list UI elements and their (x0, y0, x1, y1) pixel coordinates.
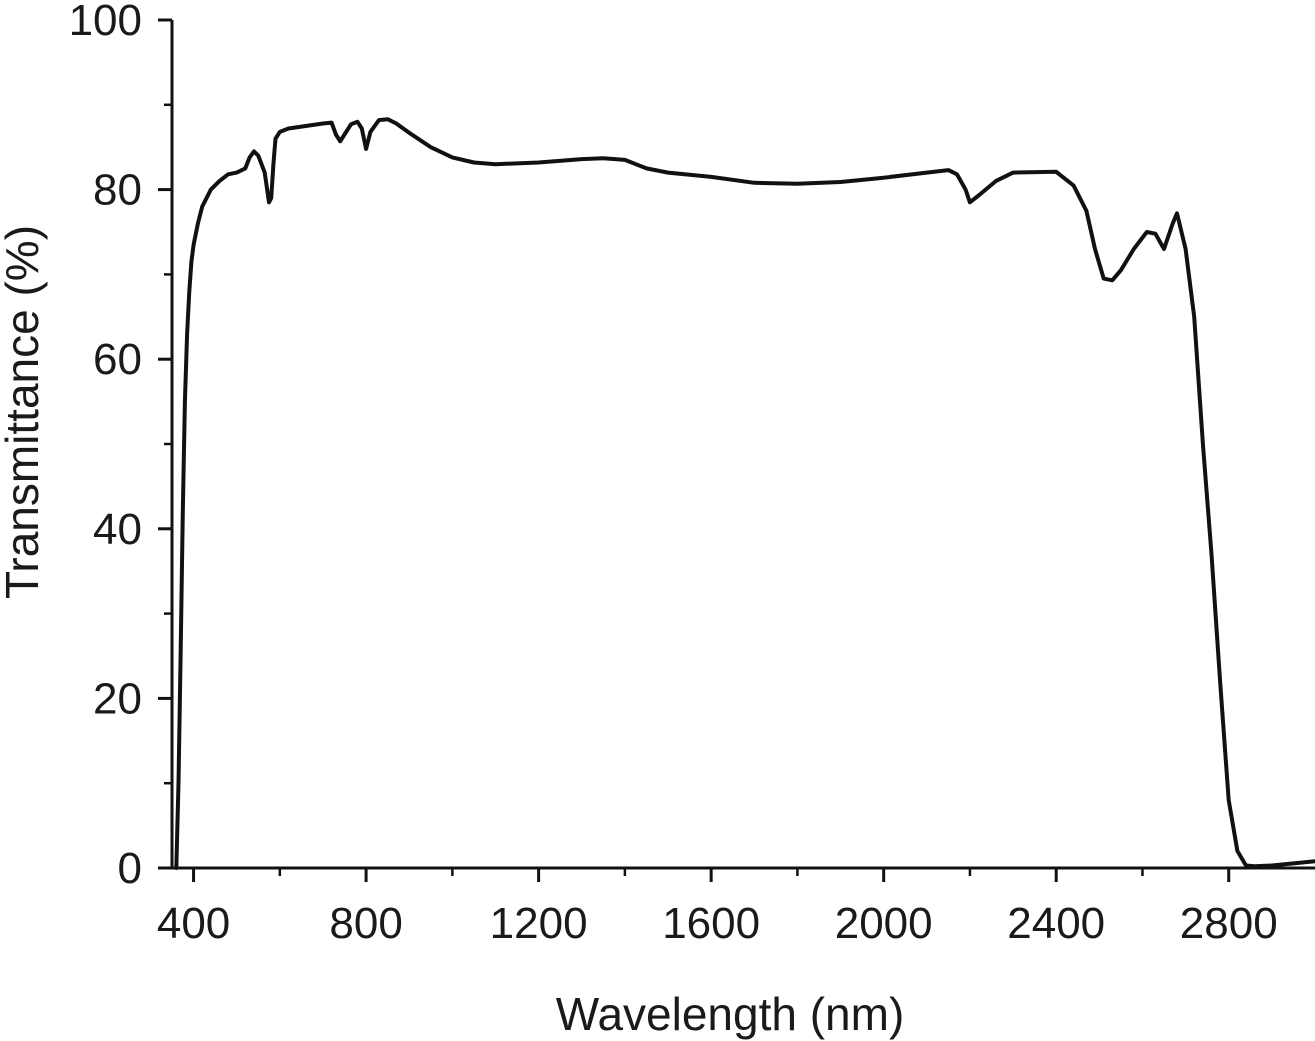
x-tick-label: 1600 (662, 899, 760, 948)
y-tick-label: 100 (69, 0, 142, 45)
y-tick-label: 60 (93, 335, 142, 384)
transmittance-curve (174, 117, 1315, 870)
y-tick-label: 40 (93, 505, 142, 554)
x-axis-label: Wavelength (nm) (556, 988, 905, 1040)
y-axis-label: Transmittance (%) (0, 225, 48, 599)
y-axis-ticks: 0 20 40 60 80 100 (69, 0, 172, 893)
x-tick-label: 2000 (835, 899, 933, 948)
plot-frame (170, 20, 1315, 870)
x-tick-label: 400 (157, 899, 230, 948)
y-tick-label: 20 (93, 674, 142, 723)
y-tick-label: 80 (93, 166, 142, 215)
y-tick-label: 0 (118, 844, 142, 893)
x-tick-label: 800 (329, 899, 402, 948)
x-tick-label: 2800 (1180, 899, 1278, 948)
x-tick-label: 1200 (490, 899, 588, 948)
x-tick-label: 2400 (1007, 899, 1105, 948)
x-axis-ticks: 400 800 1200 1600 2000 2400 2800 (157, 868, 1278, 948)
